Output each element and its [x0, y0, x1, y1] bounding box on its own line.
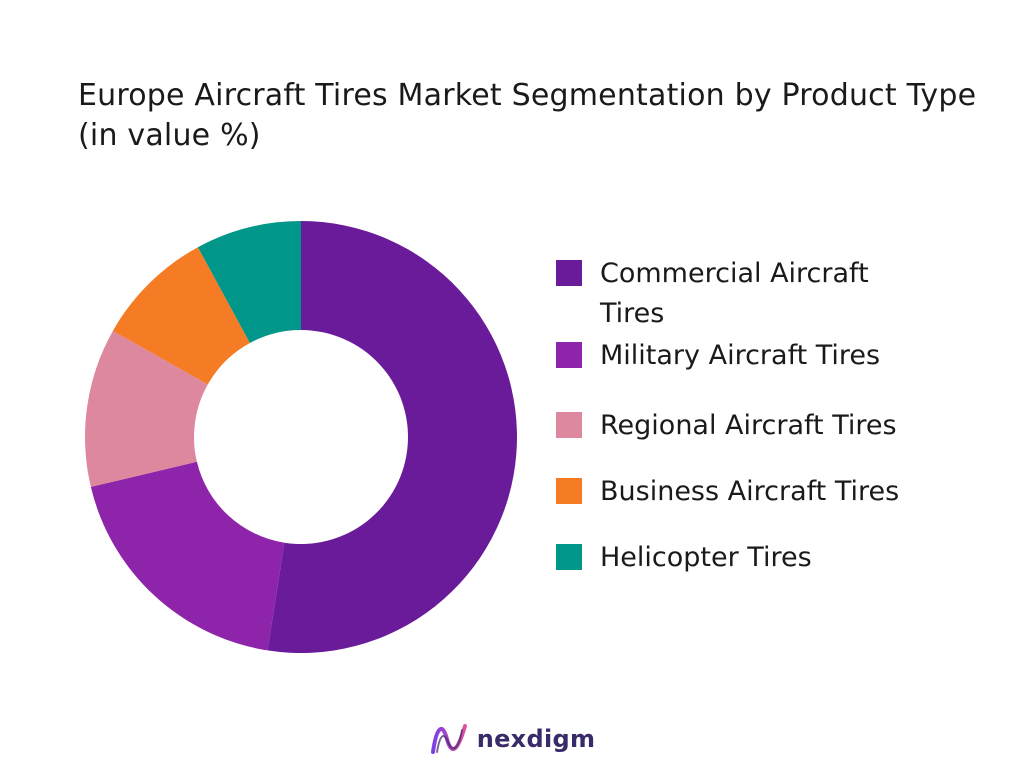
legend-item-military: Military Aircraft Tires [556, 336, 940, 376]
legend-swatch [556, 412, 582, 438]
chart-title: Europe Aircraft Tires Market Segmentatio… [78, 78, 977, 153]
legend-item-helicopter: Helicopter Tires [556, 538, 940, 578]
legend-swatch [556, 544, 582, 570]
legend-item-commercial: Commercial Aircraft Tires [556, 254, 940, 334]
legend-swatch [556, 260, 582, 286]
legend-label: Regional Aircraft Tires [600, 410, 897, 441]
slice-military [90, 461, 285, 651]
brand-footer: nexdigm [0, 722, 1024, 756]
legend-label: Commercial Aircraft Tires [600, 258, 869, 329]
slice-commercial [267, 221, 517, 653]
slice-regional [84, 330, 208, 487]
brand-name: nexdigm [476, 725, 596, 753]
legend-swatch [556, 342, 582, 368]
legend-item-regional: Regional Aircraft Tires [556, 406, 940, 446]
legend-label: Military Aircraft Tires [600, 340, 881, 371]
slice-helicopter [197, 221, 301, 343]
slice-business [112, 247, 250, 385]
legend-label: Business Aircraft Tires [600, 476, 900, 507]
legend-swatch [556, 478, 582, 504]
wave-logo-icon [430, 724, 467, 754]
legend-item-business: Business Aircraft Tires [556, 472, 940, 512]
legend-label: Helicopter Tires [600, 542, 812, 573]
